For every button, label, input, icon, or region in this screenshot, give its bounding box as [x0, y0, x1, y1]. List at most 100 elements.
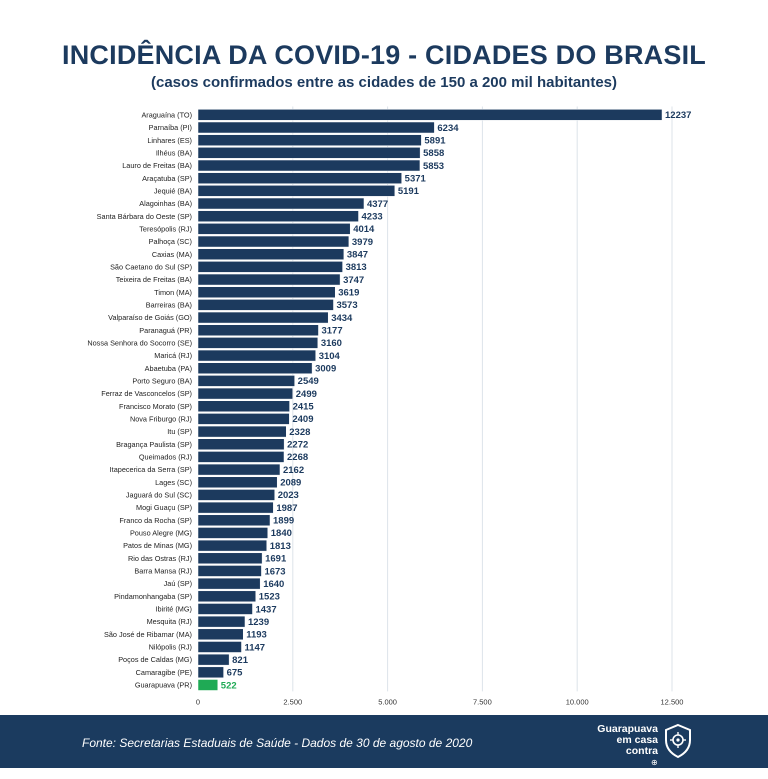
category-label: Valparaíso de Goiás (GO) — [108, 313, 192, 322]
bar — [197, 501, 274, 514]
bar-chart: 0 2.500 5.000 7.500 10.000 12.500 Araguaína (T… — [87, 106, 691, 706]
value-label: 821 — [232, 655, 249, 666]
bar — [197, 311, 329, 324]
category-label: Itapecerica da Serra (SP) — [110, 465, 192, 474]
bar — [197, 223, 351, 235]
bar — [197, 476, 278, 489]
bar — [197, 603, 253, 615]
category-label: Jaguará do Sul (SC) — [126, 491, 192, 500]
campaign-brand: Guarapuava em casa contra ⊕ CORONAVÍRUS — [594, 724, 658, 779]
category-label: Patos de Minas (MG) — [123, 541, 192, 550]
value-label: 3009 — [315, 364, 336, 375]
value-label: 1193 — [246, 630, 267, 641]
bar — [197, 539, 267, 552]
category-label: Nilópolis (RJ) — [149, 643, 192, 652]
value-label: 2023 — [278, 490, 299, 501]
bar — [197, 109, 663, 121]
value-label: 3813 — [346, 262, 367, 273]
brand-line-2: em casa contra — [616, 734, 658, 757]
x-tick-label: 5.000 — [378, 697, 397, 706]
category-label: Camaragibe (PE) — [136, 668, 192, 677]
value-label: 1840 — [271, 528, 292, 539]
category-label: Barra Mansa (RJ) — [134, 567, 192, 576]
x-tick-label: 0 — [196, 697, 200, 706]
value-label: 1899 — [273, 516, 294, 527]
bar — [197, 197, 365, 210]
brand-line-1: Guarapuava — [597, 723, 658, 735]
bar — [197, 438, 285, 451]
category-label: Lages (SC) — [155, 478, 192, 487]
bar — [197, 159, 421, 172]
value-label: 3160 — [321, 338, 342, 349]
bar — [197, 489, 275, 501]
bar — [197, 653, 230, 666]
value-label: 2272 — [287, 440, 308, 451]
category-label: Abaetuba (PA) — [145, 364, 192, 373]
category-label: Poços de Caldas (MG) — [118, 655, 192, 664]
bar — [197, 400, 290, 412]
value-label: 1640 — [263, 579, 284, 590]
x-tick-label: 2.500 — [283, 697, 302, 706]
chart-title: INCIDÊNCIA DA COVID-19 - CIDADES DO BRAS… — [62, 40, 706, 70]
value-label: 5191 — [398, 186, 420, 197]
bar — [197, 324, 319, 336]
bar — [197, 261, 343, 273]
bar — [197, 185, 396, 197]
category-label: Bragança Paulista (SP) — [116, 440, 192, 449]
bar — [197, 413, 290, 425]
category-label: Teresópolis (RJ) — [139, 224, 192, 233]
category-label: Linhares (ES) — [147, 136, 192, 145]
value-label: 4377 — [367, 199, 388, 210]
chart-subtitle: (casos confirmados entre as cidades de 1… — [150, 74, 618, 91]
value-label: 5371 — [405, 173, 427, 184]
bar — [197, 362, 313, 374]
bar — [197, 248, 345, 260]
footer-bar: Fonte: Secretarias Estaduais de Saúde - … — [0, 715, 768, 778]
value-label: 12237 — [665, 110, 691, 121]
value-label: 3104 — [319, 351, 341, 362]
bar — [197, 514, 271, 527]
category-label: São José de Ribamar (MA) — [104, 630, 192, 639]
value-label: 1691 — [265, 554, 287, 565]
bar — [197, 273, 341, 286]
bar — [197, 387, 294, 400]
category-label: Porto Seguro (BA) — [132, 377, 192, 386]
category-label: Pouso Alegre (MG) — [130, 529, 192, 538]
category-label: Araçatuba (SP) — [142, 174, 192, 183]
category-label: Alagoinhas (BA) — [139, 199, 192, 208]
bar — [197, 172, 402, 184]
category-label: Ferraz de Vasconcelos (SP) — [101, 389, 192, 398]
category-label: Barreiras (BA) — [146, 300, 192, 309]
bar — [197, 121, 435, 134]
bar — [197, 679, 219, 691]
category-label: Nova Friburgo (RJ) — [130, 415, 192, 424]
category-label: Lauro de Freitas (BA) — [122, 161, 192, 170]
value-label: 3747 — [343, 275, 364, 286]
category-label: Mesquita (RJ) — [147, 617, 192, 626]
value-label: 3979 — [352, 237, 373, 248]
value-label: 4014 — [353, 224, 375, 235]
bar — [197, 349, 316, 362]
brand-line-3: ⊕ CORONAVÍRUS — [595, 758, 658, 778]
category-label: São Caetano do Sul (SP) — [110, 262, 192, 271]
category-label: Rio das Ostras (RJ) — [128, 554, 192, 563]
source-note: Fonte: Secretarias Estaduais de Saúde - … — [82, 736, 473, 750]
value-label: 2415 — [293, 402, 315, 413]
value-label: 3177 — [321, 326, 342, 337]
value-label: 2499 — [296, 389, 317, 400]
category-label: Ibirité (MG) — [156, 605, 193, 614]
bar — [197, 134, 422, 146]
value-label: 2409 — [292, 414, 313, 425]
bar — [197, 235, 350, 248]
bar — [197, 565, 262, 577]
category-label: Itu (SP) — [167, 427, 192, 436]
category-label: Queimados (RJ) — [139, 453, 192, 462]
value-label: 3434 — [331, 313, 353, 324]
bar — [197, 666, 224, 679]
category-label: Jaú (SP) — [164, 579, 192, 588]
value-label: 2549 — [298, 376, 319, 387]
bar — [197, 451, 285, 463]
bar — [197, 286, 336, 298]
bar — [197, 628, 244, 641]
bar — [197, 527, 269, 539]
